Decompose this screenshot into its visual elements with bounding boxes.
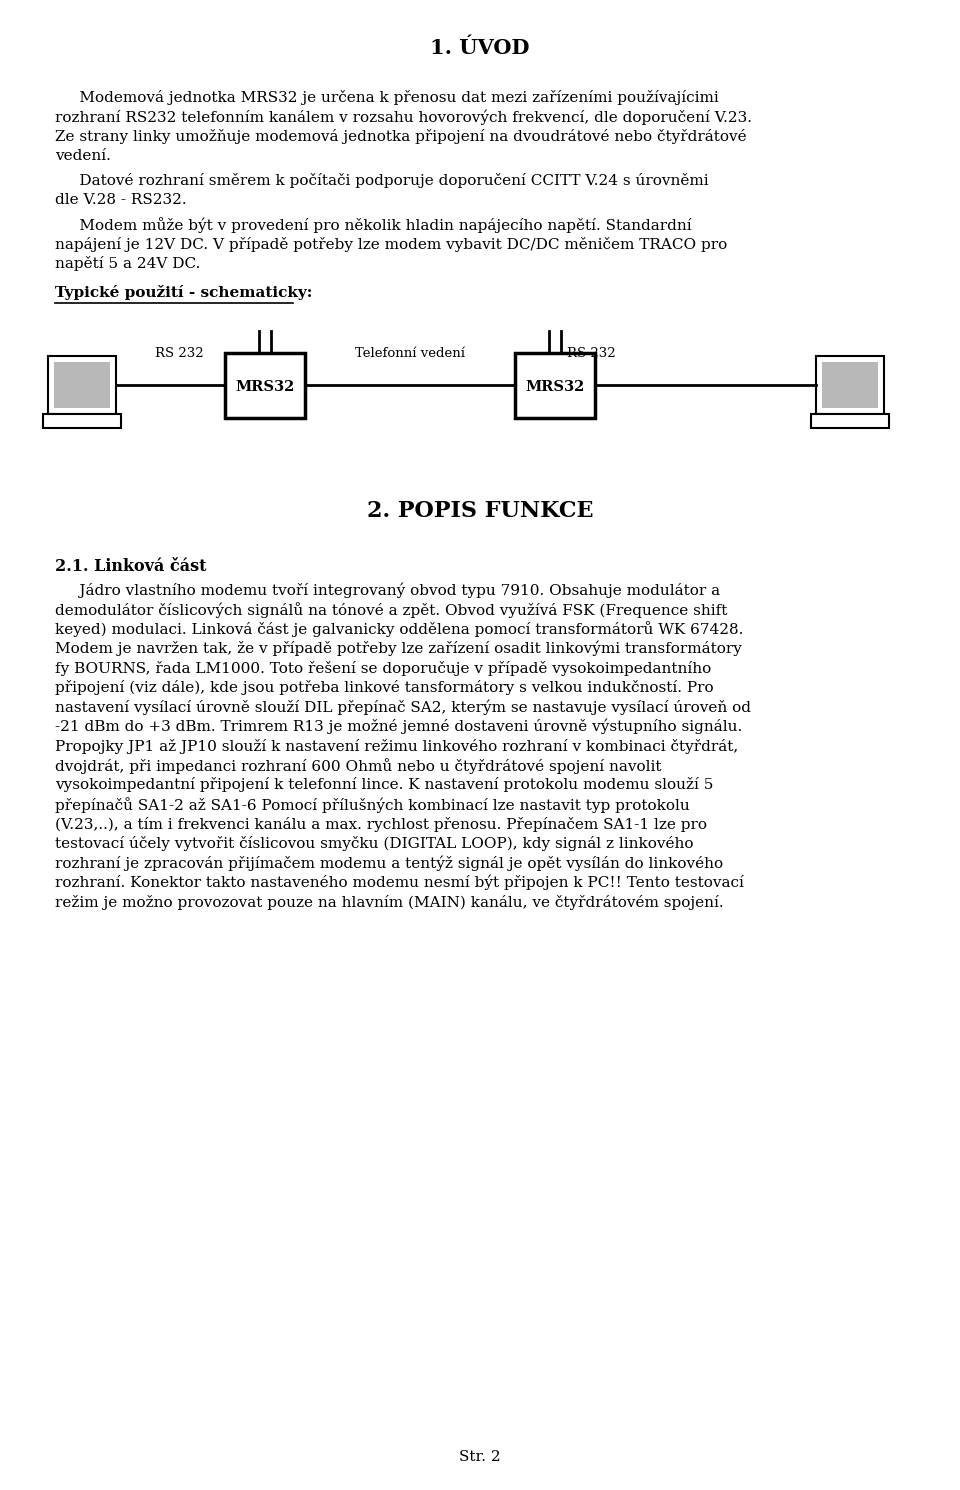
Text: demodulátor číslicových signálů na tónové a zpět. Obvod využívá FSK (Frequence s: demodulátor číslicových signálů na tónov… — [55, 602, 728, 618]
Text: RS 232: RS 232 — [567, 347, 615, 361]
Text: 1. ÚVOD: 1. ÚVOD — [430, 39, 530, 58]
Text: Modem je navržen tak, že v případě potřeby lze zařízení osadit linkovými transfo: Modem je navržen tak, že v případě potře… — [55, 641, 742, 657]
Text: Propojky JP1 až JP10 slouží k nastavení režimu linkového rozhraní v kombinaci čt: Propojky JP1 až JP10 slouží k nastavení … — [55, 739, 738, 754]
Bar — [54, 362, 110, 408]
Bar — [816, 356, 884, 414]
Text: 2. POPIS FUNKCE: 2. POPIS FUNKCE — [367, 501, 593, 522]
Text: rozhraní. Konektor takto nastaveného modemu nesmí být připojen k PC!! Tento test: rozhraní. Konektor takto nastaveného mod… — [55, 875, 744, 891]
Text: Modem může být v provedení pro několik hladin napájecího napětí. Standardní: Modem může být v provedení pro několik h… — [55, 218, 691, 232]
Text: -21 dBm do +3 dBm. Trimrem R13 je možné jemné dostaveni úrovně výstupního signál: -21 dBm do +3 dBm. Trimrem R13 je možné … — [55, 720, 742, 735]
Bar — [515, 353, 595, 417]
Bar — [48, 356, 116, 414]
Text: Modemová jednotka MRS32 je určena k přenosu dat mezi zařízeními používajícimi: Modemová jednotka MRS32 je určena k přen… — [55, 89, 719, 104]
Text: (V.23,..), a tím i frekvenci kanálu a max. rychlost přenosu. Přepínačem SA1-1 lz: (V.23,..), a tím i frekvenci kanálu a ma… — [55, 817, 707, 831]
Bar — [225, 353, 305, 417]
Text: vedení.: vedení. — [55, 149, 110, 162]
Text: napájení je 12V DC. V případě potřeby lze modem vybavit DC/DC měničem TRACO pro: napájení je 12V DC. V případě potřeby lz… — [55, 237, 728, 252]
Text: Datové rozhraní směrem k počítači podporuje doporučení CCITT V.24 s úrovněmi: Datové rozhraní směrem k počítači podpor… — [55, 173, 708, 188]
Text: Ze strany linky umožňuje modemová jednotka připojení na dvoudrátové nebo čtyřdrá: Ze strany linky umožňuje modemová jednot… — [55, 130, 747, 145]
Text: MRS32: MRS32 — [525, 380, 585, 393]
Text: RS 232: RS 232 — [155, 347, 204, 361]
Text: Typické použití - schematicky:: Typické použití - schematicky: — [55, 286, 312, 301]
Text: rozhraní je zpracován přijímačem modemu a tentýž signál je opět vysílán do linko: rozhraní je zpracován přijímačem modemu … — [55, 855, 723, 872]
Bar — [811, 414, 889, 428]
Text: MRS32: MRS32 — [235, 380, 295, 393]
Text: Telefonní vedení: Telefonní vedení — [355, 347, 465, 361]
Text: nastavení vysílací úrovně slouží DIL přepínač SA2, kterým se nastavuje vysílací : nastavení vysílací úrovně slouží DIL pře… — [55, 699, 751, 715]
Text: rozhraní RS232 telefonním kanálem v rozsahu hovorových frekvencí, dle doporučení: rozhraní RS232 telefonním kanálem v rozs… — [55, 109, 752, 125]
Text: dvojdrát, při impedanci rozhraní 600 Ohmů nebo u čtyřdrátové spojení navolit: dvojdrát, při impedanci rozhraní 600 Ohm… — [55, 758, 661, 773]
Text: keyed) modulaci. Linková část je galvanicky oddělena pomocí transformátorů WK 67: keyed) modulaci. Linková část je galvani… — [55, 621, 743, 638]
Text: režim je možno provozovat pouze na hlavním (MAIN) kanálu, ve čtyřdrátovém spojen: režim je možno provozovat pouze na hlavn… — [55, 894, 724, 909]
Text: napětí 5 a 24V DC.: napětí 5 a 24V DC. — [55, 256, 201, 271]
Text: Jádro vlastního modemu tvoří integrovaný obvod typu 7910. Obsahuje modulátor a: Jádro vlastního modemu tvoří integrovaný… — [55, 583, 720, 597]
Text: 2.1. Linková část: 2.1. Linková část — [55, 557, 206, 575]
Bar — [43, 414, 121, 428]
Text: vysokoimpedantní připojení k telefonní lince. K nastavení protokolu modemu slouž: vysokoimpedantní připojení k telefonní l… — [55, 778, 713, 793]
Text: testovací účely vytvořit číslicovou smyčku (DIGITAL LOOP), kdy signál z linkovéh: testovací účely vytvořit číslicovou smyč… — [55, 836, 693, 851]
Text: dle V.28 - RS232.: dle V.28 - RS232. — [55, 192, 186, 207]
Text: přepínačů SA1-2 až SA1-6 Pomocí přílušných kombinací lze nastavit typ protokolu: přepínačů SA1-2 až SA1-6 Pomocí přílušný… — [55, 797, 689, 814]
Text: fy BOURNS, řada LM1000. Toto řešení se doporučuje v případě vysokoimpedantního: fy BOURNS, řada LM1000. Toto řešení se d… — [55, 660, 711, 675]
Text: připojení (viz dále), kde jsou potřeba linkové tansformátory s velkou indukčnost: připojení (viz dále), kde jsou potřeba l… — [55, 679, 713, 694]
Bar — [822, 362, 878, 408]
Text: Str. 2: Str. 2 — [459, 1450, 501, 1465]
